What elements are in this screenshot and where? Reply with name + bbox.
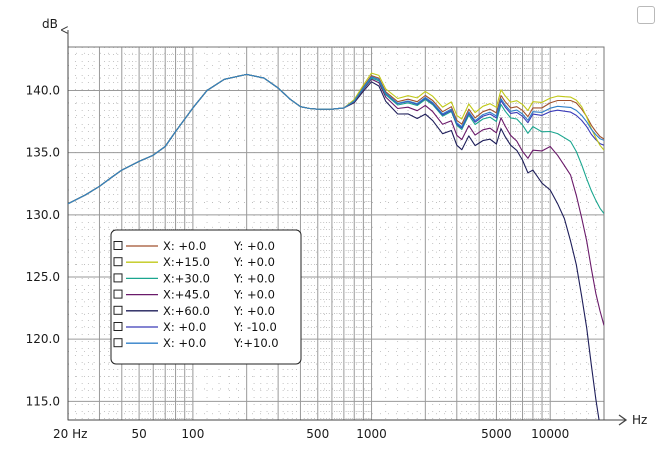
legend-label-x: X:+30.0: [163, 271, 210, 285]
legend-label-y: Y: +0.0: [233, 239, 275, 253]
y-tick-label: 130.0: [26, 208, 60, 222]
series-line: [68, 73, 604, 214]
x-tick-label: 5000: [481, 427, 512, 441]
series-line: [68, 73, 604, 205]
x-tick-label: 1000: [356, 427, 387, 441]
legend-checkbox[interactable]: [113, 257, 123, 267]
legend-box: [110, 229, 302, 365]
legend-checkbox[interactable]: [113, 241, 123, 250]
y-tick-label: 120.0: [26, 332, 60, 346]
x-tick-label: 20 Hz: [53, 427, 87, 441]
y-tick-label: 140.0: [26, 84, 60, 98]
legend-checkbox[interactable]: [113, 273, 123, 283]
y-tick-label: 135.0: [26, 146, 60, 160]
legend-label-y: Y: +0.0: [233, 288, 275, 302]
x-tick-label: 50: [131, 427, 146, 441]
legend: X: +0.0 Y: +0.0 X:+15.0 Y: +0.0 X:+30.0 Y: +0…: [110, 229, 302, 365]
series-line: [68, 73, 604, 205]
y-tick-label: 115.0: [26, 394, 60, 408]
legend-label-x: X: +0.0: [163, 320, 206, 334]
series-line: [68, 73, 604, 205]
corner-checkbox[interactable]: [637, 6, 655, 24]
x-tick-label: 500: [306, 427, 329, 441]
legend-checkbox[interactable]: [113, 305, 123, 315]
legend-label-x: X:+15.0: [163, 255, 210, 269]
legend-checkbox[interactable]: [113, 322, 123, 331]
y-tick-labels: 140.0 135.0 130.0 125.0 120.0 115.0: [26, 84, 60, 409]
legend-label-y: Y: +0.0: [233, 271, 275, 285]
x-tick-labels: 20 Hz 50 100 500 1000 5000 10000: [53, 427, 569, 441]
legend-checkbox[interactable]: [113, 289, 123, 299]
y-tick-label: 125.0: [26, 270, 60, 284]
y-axis-unit: dB: [42, 17, 58, 31]
legend-label-y: Y: +0.0: [233, 304, 275, 318]
legend-label-x: X:+45.0: [163, 288, 210, 302]
legend-checkbox[interactable]: [113, 338, 123, 348]
legend-label-x: X: +0.0: [163, 336, 206, 350]
x-axis-arrow: [618, 414, 628, 426]
series-lines: [68, 72, 604, 420]
legend-label-y: Y:+10.0: [233, 336, 279, 350]
legend-label-y: Y: -10.0: [233, 320, 277, 334]
legend-label-x: X:+60.0: [163, 304, 210, 318]
legend-label-y: Y: +0.0: [233, 255, 275, 269]
x-tick-label: 100: [181, 427, 204, 441]
series-line: [68, 72, 604, 205]
x-axis-unit: Hz: [632, 413, 647, 427]
legend-label-x: X: +0.0: [163, 239, 206, 253]
x-tick-label: 10000: [531, 427, 569, 441]
